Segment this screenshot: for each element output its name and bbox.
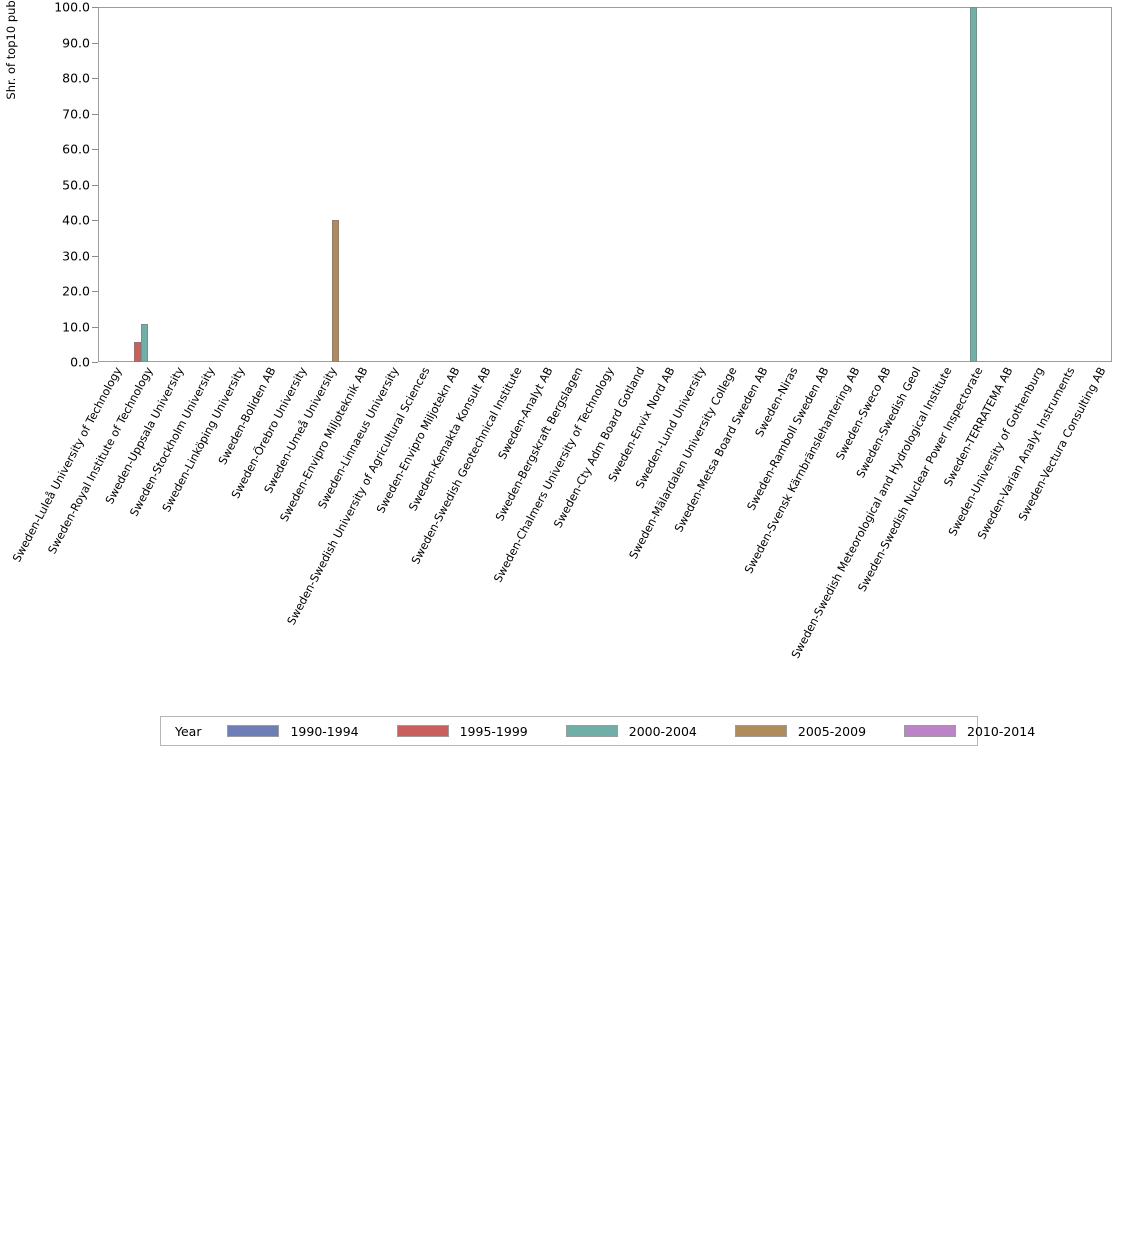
y-axis-tick-mark bbox=[92, 362, 98, 363]
y-axis-tick-label: 80.0 bbox=[62, 70, 90, 86]
legend-entry[interactable]: 2010-2014 bbox=[904, 724, 1035, 739]
x-axis-tick-labels: Sweden-Luleå University of Technology Swe… bbox=[11, 365, 1112, 695]
y-axis-tick-label: 20.0 bbox=[62, 283, 90, 299]
y-axis-label: Shr. of top10 publ., frac (%) bbox=[4, 0, 18, 100]
y-axis-tick-label: 70.0 bbox=[62, 106, 90, 121]
y-axis-tick-mark bbox=[92, 255, 98, 257]
legend-title: Year bbox=[175, 723, 202, 739]
legend-entry[interactable]: 1995-1999 bbox=[396, 723, 528, 739]
legend-swatch bbox=[734, 725, 787, 737]
y-axis-tick-label: 50.0 bbox=[62, 177, 90, 192]
y-axis-tick-label: 90.0 bbox=[62, 35, 90, 50]
legend-entry[interactable]: 2000-2004 bbox=[565, 723, 697, 739]
legend-swatch bbox=[565, 725, 618, 737]
y-axis-tick-mark bbox=[92, 291, 98, 292]
y-axis-tick-mark bbox=[92, 7, 98, 8]
bar-chart-figure: Shr. of top10 publ., frac (%) 0.0 10.0 20.… bbox=[4, 0, 1112, 756]
y-axis-tick-mark bbox=[92, 78, 98, 79]
bar bbox=[970, 7, 978, 362]
legend-entry[interactable]: 2005-2009 bbox=[734, 723, 867, 739]
legend: Year 1990-1994 1995-1999 2000-2004 2005-200… bbox=[160, 716, 1035, 746]
y-axis-tick-label: 100.0 bbox=[54, 0, 90, 15]
legend-swatch bbox=[904, 725, 957, 737]
y-axis-tick-label: 0.0 bbox=[70, 354, 90, 370]
y-axis-tick-mark bbox=[92, 326, 98, 328]
plot-area bbox=[98, 7, 1112, 362]
y-axis-tick-mark bbox=[92, 113, 98, 115]
legend-swatch bbox=[227, 725, 280, 737]
y-axis-tick-mark bbox=[92, 149, 98, 150]
x-axis-tick-label-text: Sweden-Boliden AB bbox=[216, 365, 279, 467]
legend-label: 2005-2009 bbox=[797, 723, 867, 739]
y-axis-tick-label: 30.0 bbox=[62, 248, 90, 263]
y-axis-tick-labels: 0.0 10.0 20.0 30.0 40.0 50.0 60.0 70.0 80.0 90.0 1… bbox=[40, 0, 90, 756]
legend-label: 1990-1994 bbox=[290, 723, 359, 739]
y-axis-tick-label: 40.0 bbox=[62, 212, 90, 228]
plot-frame bbox=[98, 7, 1112, 362]
legend-label: 1995-1999 bbox=[459, 723, 528, 739]
bar bbox=[133, 342, 141, 362]
y-axis-tick-mark bbox=[92, 42, 98, 44]
bar bbox=[140, 324, 148, 362]
y-axis-tick-mark bbox=[92, 184, 98, 186]
legend-label: 2000-2004 bbox=[628, 723, 697, 739]
bar bbox=[331, 220, 339, 362]
y-axis-tick-label: 10.0 bbox=[62, 319, 90, 334]
y-axis-tick-mark bbox=[92, 220, 98, 221]
y-axis-tick-label: 60.0 bbox=[62, 141, 90, 157]
legend-entry[interactable]: 1990-1994 bbox=[227, 723, 359, 739]
legend-label: 2010-2014 bbox=[967, 723, 1036, 739]
legend-swatch bbox=[396, 725, 449, 737]
